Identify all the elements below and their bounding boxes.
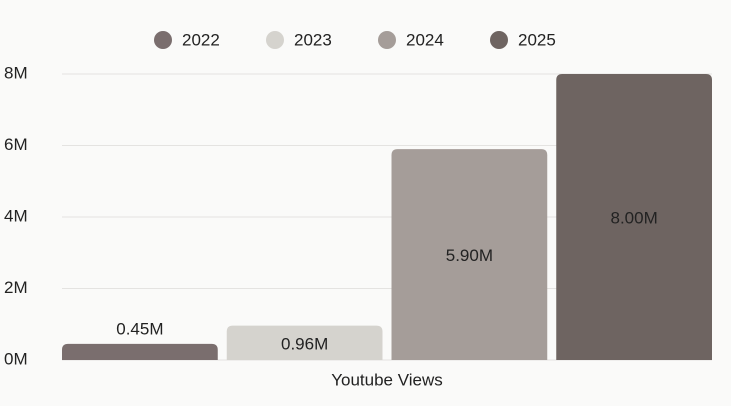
bar xyxy=(226,325,383,360)
y-tick-label: 2M xyxy=(4,278,28,297)
legend-swatch xyxy=(154,31,172,49)
y-tick-label: 4M xyxy=(4,206,28,225)
legend-swatch xyxy=(378,31,396,49)
bar xyxy=(62,343,218,360)
value-label: 5.90M xyxy=(446,246,493,265)
y-tick-label: 0M xyxy=(4,349,28,368)
value-label: 8.00M xyxy=(611,208,658,227)
legend-label: 2023 xyxy=(294,30,332,49)
legend-swatch xyxy=(266,31,284,49)
legend-label: 2022 xyxy=(182,30,220,49)
legend-label: 2025 xyxy=(518,30,556,49)
legend-swatch xyxy=(490,31,508,49)
legend-label: 2024 xyxy=(406,30,444,49)
y-tick-label: 8M xyxy=(4,63,28,82)
bar xyxy=(556,74,712,360)
bar xyxy=(391,149,548,360)
value-label: 0.45M xyxy=(116,319,163,338)
x-tick-label: Youtube Views xyxy=(331,370,443,389)
y-tick-label: 6M xyxy=(4,135,28,154)
value-label: 0.96M xyxy=(281,334,328,353)
